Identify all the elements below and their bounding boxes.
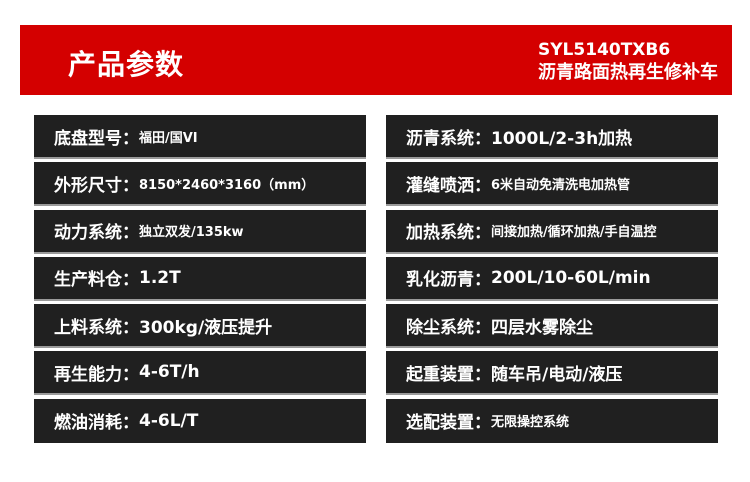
spec-row: 燃油消耗： 4-6L/T [34, 398, 366, 443]
spec-row: 选配装置： 无限操控系统 [386, 398, 718, 443]
page-title: 产品参数 [68, 48, 185, 81]
header-banner: 产品参数 SYL5140TXB6 沥青路面热再生修补车 [20, 25, 732, 95]
spec-row: 沥青系统： 1000L/2-3h加热 [386, 115, 718, 159]
spec-label: 除尘系统： [406, 317, 491, 338]
spec-label: 底盘型号： [54, 128, 139, 149]
spec-row: 动力系统： 独立双发/135kw [34, 209, 366, 254]
spec-label: 生产料仓： [54, 270, 139, 291]
spec-value: 6米自动免清洗电加热管 [491, 177, 631, 193]
spec-row: 除尘系统： 四层水雾除尘 [386, 304, 718, 349]
spec-row: 外形尺寸： 8150*2460*3160（mm） [34, 162, 366, 207]
model-number: SYL5140TXB6 [538, 40, 671, 60]
spec-row: 起重装置： 随车吊/电动/液压 [386, 351, 718, 396]
spec-value: 1000L/2-3h加热 [491, 128, 633, 149]
spec-value: 间接加热/循环加热/手自温控 [491, 225, 657, 241]
spec-label: 再生能力： [54, 364, 139, 385]
spec-row: 上料系统： 300kg/液压提升 [34, 304, 366, 349]
spec-value: 独立双发/135kw [139, 225, 244, 241]
spec-label: 沥青系统： [406, 128, 491, 149]
spec-value: 福田/国VI [139, 130, 198, 146]
spec-label: 选配装置： [406, 413, 491, 434]
spec-row: 再生能力： 4-6T/h [34, 351, 366, 396]
spec-column-left: 底盘型号： 福田/国VI 外形尺寸： 8150*2460*3160（mm） 动力系统：独… [34, 115, 366, 446]
spec-value: 1.2T [139, 267, 181, 288]
spec-label: 外形尺寸： [54, 175, 139, 196]
vehicle-name: 沥青路面热再生修补车 [538, 62, 718, 83]
spec-label: 上料系统： [54, 317, 139, 338]
spec-row: 生产料仓： 1.2T [34, 256, 366, 301]
spec-value: 无限操控系统 [491, 415, 570, 431]
spec-value: 8150*2460*3160（mm） [139, 177, 315, 193]
spec-label: 动力系统： [54, 223, 139, 244]
spec-value: 4-6T/h [139, 362, 200, 383]
spec-row: 底盘型号： 福田/国VI [34, 115, 366, 159]
spec-label: 燃油消耗： [54, 413, 139, 434]
spec-value: 200L/10-60L/min [491, 267, 651, 288]
spec-label: 起重装置： [406, 364, 491, 385]
model-info: SYL5140TXB6 沥青路面热再生修补车 [538, 39, 718, 85]
spec-value: 300kg/液压提升 [139, 317, 273, 338]
spec-row: 乳化沥青： 200L/10-60L/min [386, 256, 718, 301]
spec-value: 随车吊/电动/液压 [491, 364, 623, 385]
spec-label: 乳化沥青： [406, 270, 491, 291]
spec-label: 灌缝喷洒： [406, 175, 491, 196]
spec-column-right: 沥青系统： 1000L/2-3h加热 灌缝喷洒： 6米自动免清洗电加热管 加热系统： 间接… [386, 115, 718, 446]
spec-row: 灌缝喷洒： 6米自动免清洗电加热管 [386, 162, 718, 207]
spec-label: 加热系统： [406, 223, 491, 244]
spec-value: 4-6L/T [139, 410, 199, 431]
spec-row: 加热系统： 间接加热/循环加热/手自温控 [386, 209, 718, 254]
spec-value: 四层水雾除尘 [491, 317, 593, 338]
